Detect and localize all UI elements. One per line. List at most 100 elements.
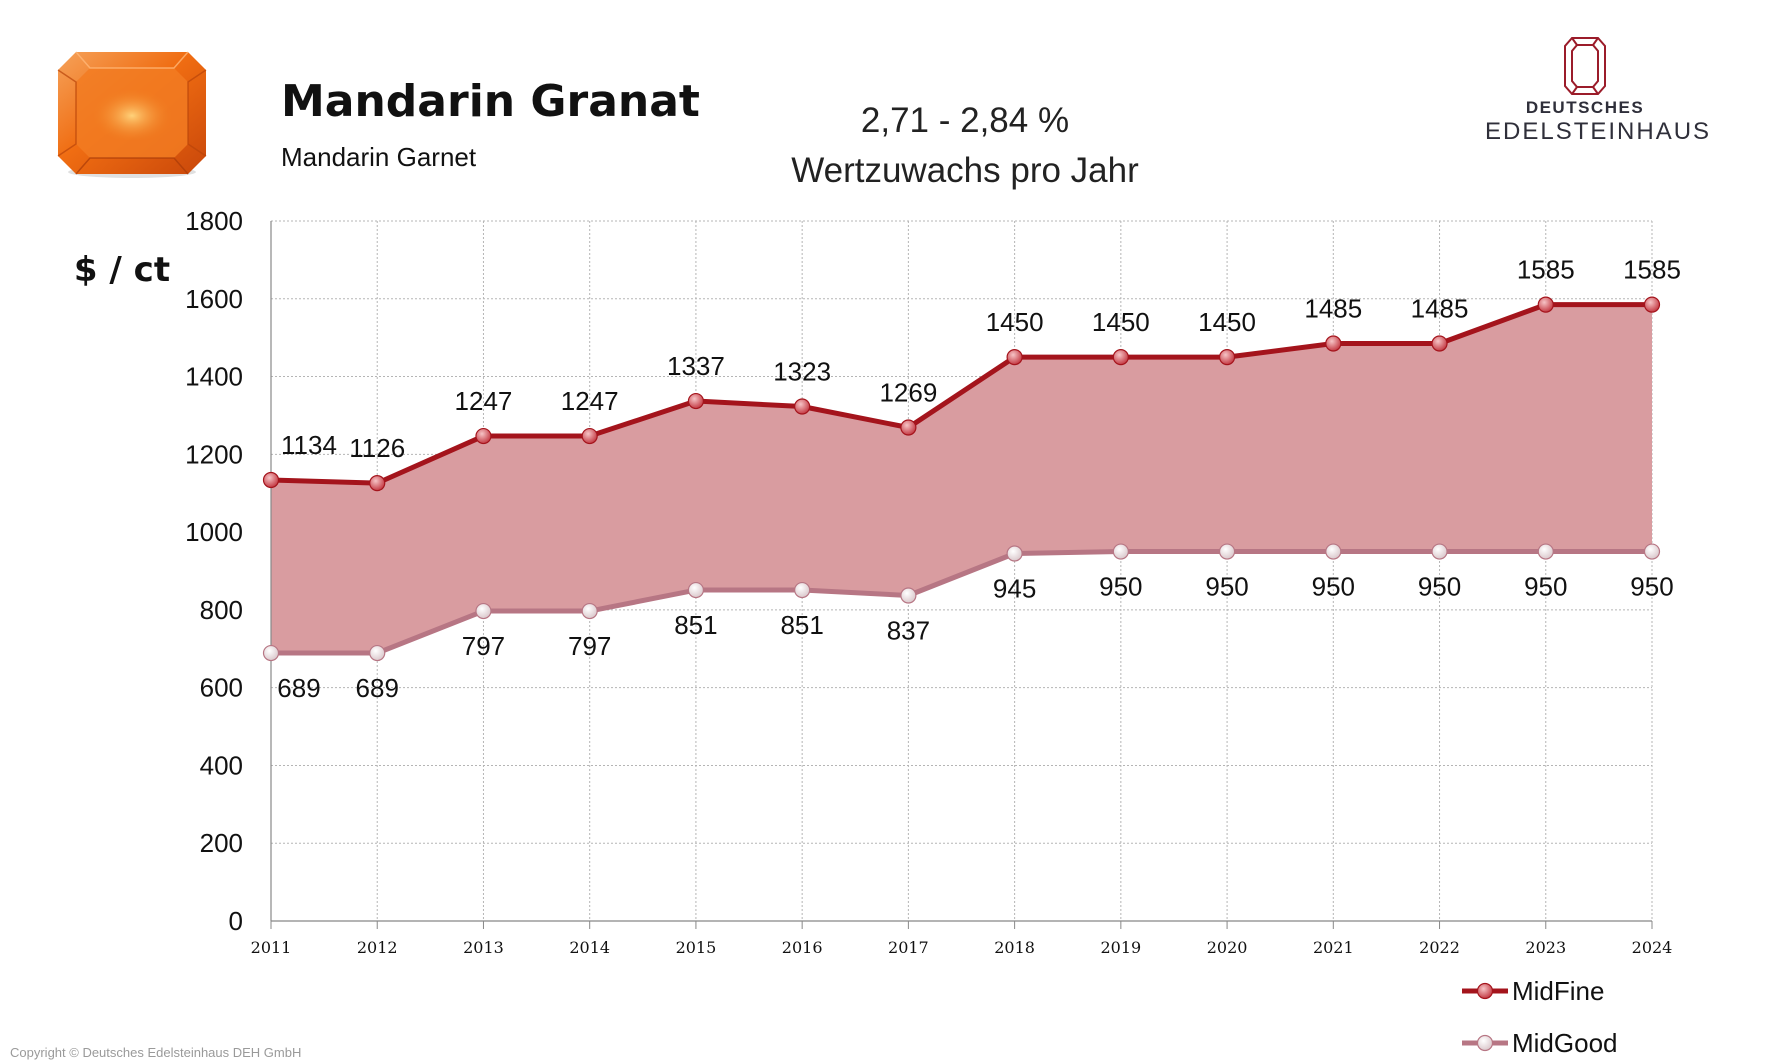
midfine-data-label: 1247 bbox=[561, 386, 619, 416]
midgood-data-label: 797 bbox=[462, 631, 505, 661]
midgood-point bbox=[1218, 543, 1236, 560]
midfine-point bbox=[1218, 349, 1236, 366]
midgood-point bbox=[1537, 543, 1554, 560]
midfine-data-label: 1247 bbox=[455, 386, 513, 416]
midgood-point bbox=[1431, 543, 1448, 560]
growth-rate-value: 2,71 - 2,84 % bbox=[860, 101, 1070, 140]
midgood-data-label: 689 bbox=[356, 673, 399, 703]
growth-rate-caption: Wertzuwachs pro Jahr bbox=[791, 151, 1139, 190]
y-tick-label: 1200 bbox=[185, 439, 243, 469]
midfine-data-label: 1585 bbox=[1517, 255, 1575, 285]
chart-area-fill bbox=[271, 304, 1652, 654]
midfine-point bbox=[369, 475, 386, 492]
y-tick-label: 400 bbox=[200, 750, 243, 780]
y-tick-label: 0 bbox=[229, 906, 243, 936]
y-tick-label: 1000 bbox=[185, 517, 243, 547]
gem-outline-icon bbox=[1564, 37, 1606, 95]
x-tick-label: 2018 bbox=[994, 938, 1035, 957]
midgood-point bbox=[794, 581, 811, 599]
page-title: Mandarin Granat bbox=[281, 76, 700, 127]
midfine-point bbox=[581, 427, 598, 445]
chart-axes: 0 200 400 600 800 1000 1200 1400 1600 1800 2011 201… bbox=[74, 206, 1672, 957]
chart-lines bbox=[270, 302, 1652, 656]
y-tick-label: 200 bbox=[200, 828, 243, 858]
midfine-data-label: 1269 bbox=[879, 378, 937, 408]
legend-midgood-marker bbox=[1476, 1034, 1494, 1052]
chart-points bbox=[262, 296, 1661, 662]
x-tick-label: 2019 bbox=[1100, 938, 1141, 957]
x-tick-label: 2021 bbox=[1313, 938, 1354, 957]
x-tick-label: 2011 bbox=[251, 938, 292, 957]
midgood-point bbox=[369, 644, 386, 662]
midgood-data-label: 851 bbox=[780, 610, 823, 640]
brand-logo: DEUTSCHES EDELSTEINHAUS bbox=[1485, 36, 1712, 146]
midgood-data-label: 797 bbox=[568, 631, 611, 661]
growth-rate-block: 2,71 - 2,84 % Wertzuwachs pro Jahr bbox=[745, 96, 1185, 196]
midfine-point bbox=[794, 398, 811, 415]
y-tick-label: 1800 bbox=[185, 206, 243, 236]
midfine-data-label: 1323 bbox=[773, 357, 831, 387]
midgood-point bbox=[900, 587, 917, 604]
x-tick-label: 2013 bbox=[463, 938, 504, 957]
midgood-data-label: 851 bbox=[674, 610, 717, 640]
midfine-data-label: 1585 bbox=[1623, 255, 1681, 285]
midgood-point bbox=[1325, 543, 1342, 560]
chart-legend: MidFine MidGood bbox=[1462, 976, 1618, 1058]
midfine-point bbox=[1537, 296, 1554, 313]
midfine-point bbox=[262, 471, 280, 489]
midfine-data-label: 1450 bbox=[1198, 307, 1256, 337]
midfine-point bbox=[1643, 296, 1661, 313]
midgood-data-label: 950 bbox=[1630, 572, 1673, 602]
brand-name-bottom: EDELSTEINHAUS bbox=[1485, 118, 1712, 145]
gem-image bbox=[57, 51, 207, 178]
x-tick-label: 2017 bbox=[888, 938, 929, 957]
page-subtitle: Mandarin Garnet bbox=[281, 142, 477, 172]
midfine-point bbox=[1006, 349, 1023, 366]
midgood-line bbox=[271, 549, 1652, 656]
y-tick-label: 800 bbox=[200, 595, 243, 625]
midgood-data-label: 950 bbox=[1312, 572, 1355, 602]
midfine-data-label: 1485 bbox=[1304, 294, 1362, 324]
y-tick-label: 1400 bbox=[185, 362, 243, 392]
midfine-midgood-band bbox=[271, 304, 1652, 654]
x-tick-label: 2024 bbox=[1632, 938, 1673, 957]
midfine-data-label: 1126 bbox=[349, 433, 405, 463]
midfine-point bbox=[900, 419, 917, 436]
midfine-point bbox=[475, 427, 492, 445]
midgood-data-label: 689 bbox=[277, 673, 320, 703]
legend-midfine-marker bbox=[1476, 982, 1494, 1000]
chart-data-labels: 1134 1126 1247 1247 1337 1323 1269 1450 1450 1450… bbox=[277, 255, 1681, 703]
midfine-point bbox=[687, 392, 705, 410]
y-tick-label: 1600 bbox=[185, 284, 243, 314]
midgood-point bbox=[687, 581, 705, 599]
midfine-data-label: 1450 bbox=[1092, 307, 1150, 337]
x-tick-label: 2022 bbox=[1419, 938, 1460, 957]
midgood-data-label: 950 bbox=[1099, 572, 1142, 602]
midgood-point bbox=[1006, 545, 1023, 562]
x-tick-label: 2023 bbox=[1525, 938, 1566, 957]
midfine-point bbox=[1112, 349, 1129, 366]
midfine-data-label: 1337 bbox=[667, 351, 725, 381]
midgood-data-label: 950 bbox=[1524, 572, 1567, 602]
y-axis-title: $ / ct bbox=[74, 250, 170, 290]
midgood-point bbox=[1112, 543, 1129, 560]
brand-name-top: DEUTSCHES bbox=[1525, 98, 1645, 117]
midgood-data-label: 950 bbox=[1205, 572, 1248, 602]
y-tick-label: 600 bbox=[200, 673, 243, 703]
midfine-line bbox=[270, 302, 1652, 486]
midgood-data-label: 837 bbox=[887, 616, 930, 646]
x-tick-label: 2020 bbox=[1207, 938, 1248, 957]
midfine-data-label: 1450 bbox=[986, 307, 1044, 337]
midgood-point bbox=[262, 644, 280, 662]
x-tick-label: 2014 bbox=[569, 938, 610, 957]
midgood-point bbox=[581, 602, 598, 620]
midgood-point bbox=[1643, 543, 1661, 560]
x-tick-label: 2016 bbox=[782, 938, 823, 957]
x-tick-label: 2015 bbox=[676, 938, 717, 957]
legend-midfine-label: MidFine bbox=[1512, 976, 1604, 1006]
midfine-point bbox=[1431, 335, 1448, 352]
midfine-point bbox=[1325, 335, 1342, 352]
midgood-point bbox=[475, 602, 492, 620]
midgood-data-label: 945 bbox=[993, 574, 1036, 604]
